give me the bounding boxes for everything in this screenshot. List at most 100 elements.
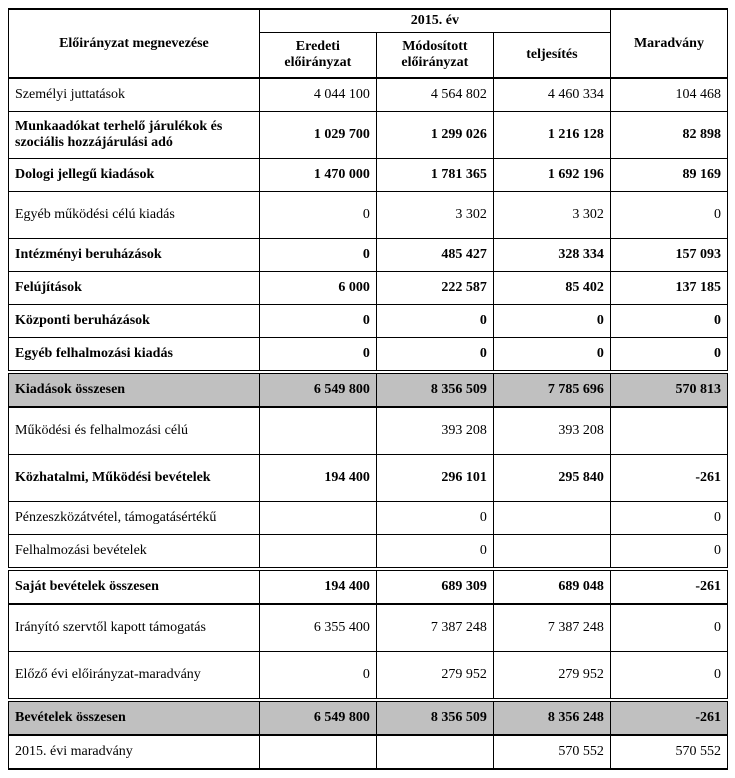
table-row: Közhatalmi, Működési bevételek194 400296… [9,455,728,502]
cell-value [376,735,493,769]
cell-value: 4 564 802 [376,78,493,112]
cell-value: -261 [610,455,727,502]
table-header: Előirányzat megnevezése 2015. év Maradvá… [9,9,728,78]
cell-value: 0 [259,338,376,373]
row-label: Egyéb felhalmozási kiadás [9,338,260,373]
col-header-modositott: Módosított előirányzat [376,33,493,79]
cell-value: 8 356 248 [493,700,610,735]
cell-value: 1 216 128 [493,112,610,159]
table-row: Egyéb felhalmozási kiadás0000 [9,338,728,373]
cell-value: 0 [493,305,610,338]
row-label: Dologi jellegű kiadások [9,159,260,192]
table-row: Intézményi beruházások0485 427328 334157… [9,239,728,272]
cell-value: 0 [376,535,493,570]
cell-value: 0 [610,338,727,373]
cell-value: 3 302 [493,192,610,239]
cell-value: 0 [376,502,493,535]
row-label: Kiadások összesen [9,372,260,407]
cell-value: 1 299 026 [376,112,493,159]
cell-value: 485 427 [376,239,493,272]
cell-value [493,535,610,570]
table-body: Személyi juttatások4 044 1004 564 8024 4… [9,78,728,769]
cell-value: 6 549 800 [259,700,376,735]
cell-value: 0 [259,239,376,272]
row-label: 2015. évi maradvány [9,735,260,769]
row-label: Előző évi előirányzat-maradvány [9,652,260,701]
cell-value: 279 952 [493,652,610,701]
cell-value: 7 785 696 [493,372,610,407]
cell-value: 689 048 [493,569,610,604]
cell-value: -261 [610,569,727,604]
table-row: Kiadások összesen6 549 8008 356 5097 785… [9,372,728,407]
table-row: Irányító szervtől kapott támogatás6 355 … [9,604,728,652]
cell-value: 1 029 700 [259,112,376,159]
row-label: Munkaadókat terhelő járulékok és szociál… [9,112,260,159]
cell-value [259,535,376,570]
table-row: Működési és felhalmozási célú393 208393 … [9,407,728,455]
cell-value: 328 334 [493,239,610,272]
table-row: Személyi juttatások4 044 1004 564 8024 4… [9,78,728,112]
cell-value: 104 468 [610,78,727,112]
col-header-teljesites: teljesítés [493,33,610,79]
cell-value: 1 692 196 [493,159,610,192]
col-header-eredeti: Eredeti előirányzat [259,33,376,79]
table-row: Saját bevételek összesen194 400689 30968… [9,569,728,604]
cell-value: 4 044 100 [259,78,376,112]
cell-value: 7 387 248 [376,604,493,652]
cell-value: 0 [259,305,376,338]
cell-value: 0 [610,502,727,535]
row-label: Működési és felhalmozási célú [9,407,260,455]
cell-value: 8 356 509 [376,372,493,407]
row-label: Irányító szervtől kapott támogatás [9,604,260,652]
cell-value: 89 169 [610,159,727,192]
cell-value: 570 552 [610,735,727,769]
table-row: Felhalmozási bevételek 0 0 [9,535,728,570]
cell-value: 295 840 [493,455,610,502]
table-row: Előző évi előirányzat-maradvány0279 9522… [9,652,728,701]
cell-value: 570 813 [610,372,727,407]
cell-value [259,407,376,455]
cell-value: 689 309 [376,569,493,604]
cell-value: 0 [610,652,727,701]
cell-value: 8 356 509 [376,700,493,735]
row-label: Felhalmozási bevételek [9,535,260,570]
cell-value: 279 952 [376,652,493,701]
cell-value: 222 587 [376,272,493,305]
cell-value: 0 [610,305,727,338]
row-label: Bevételek összesen [9,700,260,735]
row-label: Saját bevételek összesen [9,569,260,604]
cell-value [259,735,376,769]
cell-value: 0 [610,535,727,570]
table-row: Munkaadókat terhelő járulékok és szociál… [9,112,728,159]
cell-value: 393 208 [376,407,493,455]
col-header-maradvany: Maradvány [610,9,727,78]
cell-value: 0 [259,652,376,701]
cell-value: 3 302 [376,192,493,239]
table-row: Központi beruházások0000 [9,305,728,338]
cell-value: 194 400 [259,569,376,604]
cell-value: 157 093 [610,239,727,272]
cell-value [610,407,727,455]
row-label: Közhatalmi, Működési bevételek [9,455,260,502]
table-row: Egyéb működési célú kiadás03 3023 3020 [9,192,728,239]
row-label: Pénzeszközátvétel, támogatásértékű [9,502,260,535]
cell-value [493,502,610,535]
col-header-name: Előirányzat megnevezése [9,9,260,78]
cell-value: 194 400 [259,455,376,502]
cell-value: 6 355 400 [259,604,376,652]
cell-value: 0 [493,338,610,373]
cell-value: -261 [610,700,727,735]
cell-value: 7 387 248 [493,604,610,652]
cell-value: 296 101 [376,455,493,502]
cell-value [259,502,376,535]
cell-value: 82 898 [610,112,727,159]
cell-value: 570 552 [493,735,610,769]
row-label: Személyi juttatások [9,78,260,112]
table-row: 2015. évi maradvány 570 552570 552 [9,735,728,769]
cell-value: 0 [610,192,727,239]
cell-value: 0 [259,192,376,239]
row-label: Egyéb működési célú kiadás [9,192,260,239]
row-label: Felújítások [9,272,260,305]
cell-value: 6 000 [259,272,376,305]
table-row: Bevételek összesen6 549 8008 356 5098 35… [9,700,728,735]
